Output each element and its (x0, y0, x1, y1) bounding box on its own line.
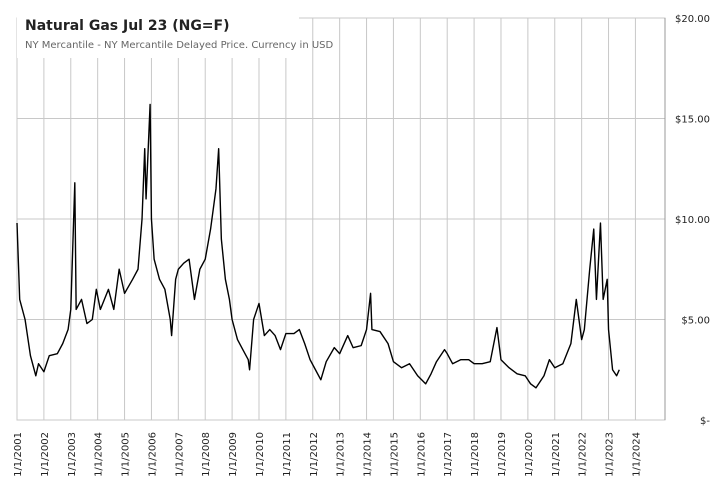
chart-subtitle: NY Mercantile - NY Mercantile Delayed Pr… (25, 40, 334, 51)
chart-title: Natural Gas Jul 23 (NG=F) (25, 18, 230, 34)
price-line (16, 103, 620, 389)
title-box (17, 10, 299, 58)
series (16, 103, 620, 389)
x-tick-label: 1/1/2016 (416, 432, 427, 477)
x-tick-label: 1/1/2006 (147, 432, 158, 477)
grid (16, 17, 666, 421)
x-tick-label: 1/1/2010 (255, 432, 266, 477)
x-tick-label: 1/1/2015 (389, 432, 400, 477)
x-tick-label: 1/1/2013 (336, 432, 347, 477)
x-tick-label: 1/1/2024 (631, 432, 642, 477)
x-tick-label: 1/1/2019 (497, 432, 508, 477)
x-tick-label: 1/1/2017 (443, 432, 454, 477)
x-tick-label: 1/1/2020 (524, 432, 535, 477)
x-tick-label: 1/1/2011 (282, 432, 293, 477)
x-tick-label: 1/1/2022 (578, 432, 589, 477)
x-tick-label: 1/1/2002 (40, 432, 51, 477)
x-tick-label: 1/1/2008 (201, 432, 212, 477)
x-tick-label: 1/1/2007 (174, 432, 185, 477)
x-tick-label: 1/1/2021 (551, 432, 562, 477)
x-tick-label: 1/1/2023 (605, 432, 616, 477)
y-tick-label: $5.00 (681, 316, 710, 327)
y-tick-label: $- (700, 416, 710, 427)
y-tick-label: $15.00 (675, 115, 710, 126)
x-tick-label: 1/1/2004 (94, 432, 105, 477)
x-tick-label: 1/1/2003 (67, 432, 78, 477)
y-tick-label: $20.00 (675, 14, 710, 25)
x-tick-label: 1/1/2014 (363, 432, 374, 477)
x-tick-label: 1/1/2005 (121, 432, 132, 477)
x-tick-label: 1/1/2018 (470, 432, 481, 477)
y-tick-label: $10.00 (675, 215, 710, 226)
x-tick-label: 1/1/2001 (13, 432, 24, 477)
x-tick-label: 1/1/2009 (228, 432, 239, 477)
x-tick-label: 1/1/2012 (309, 432, 320, 477)
